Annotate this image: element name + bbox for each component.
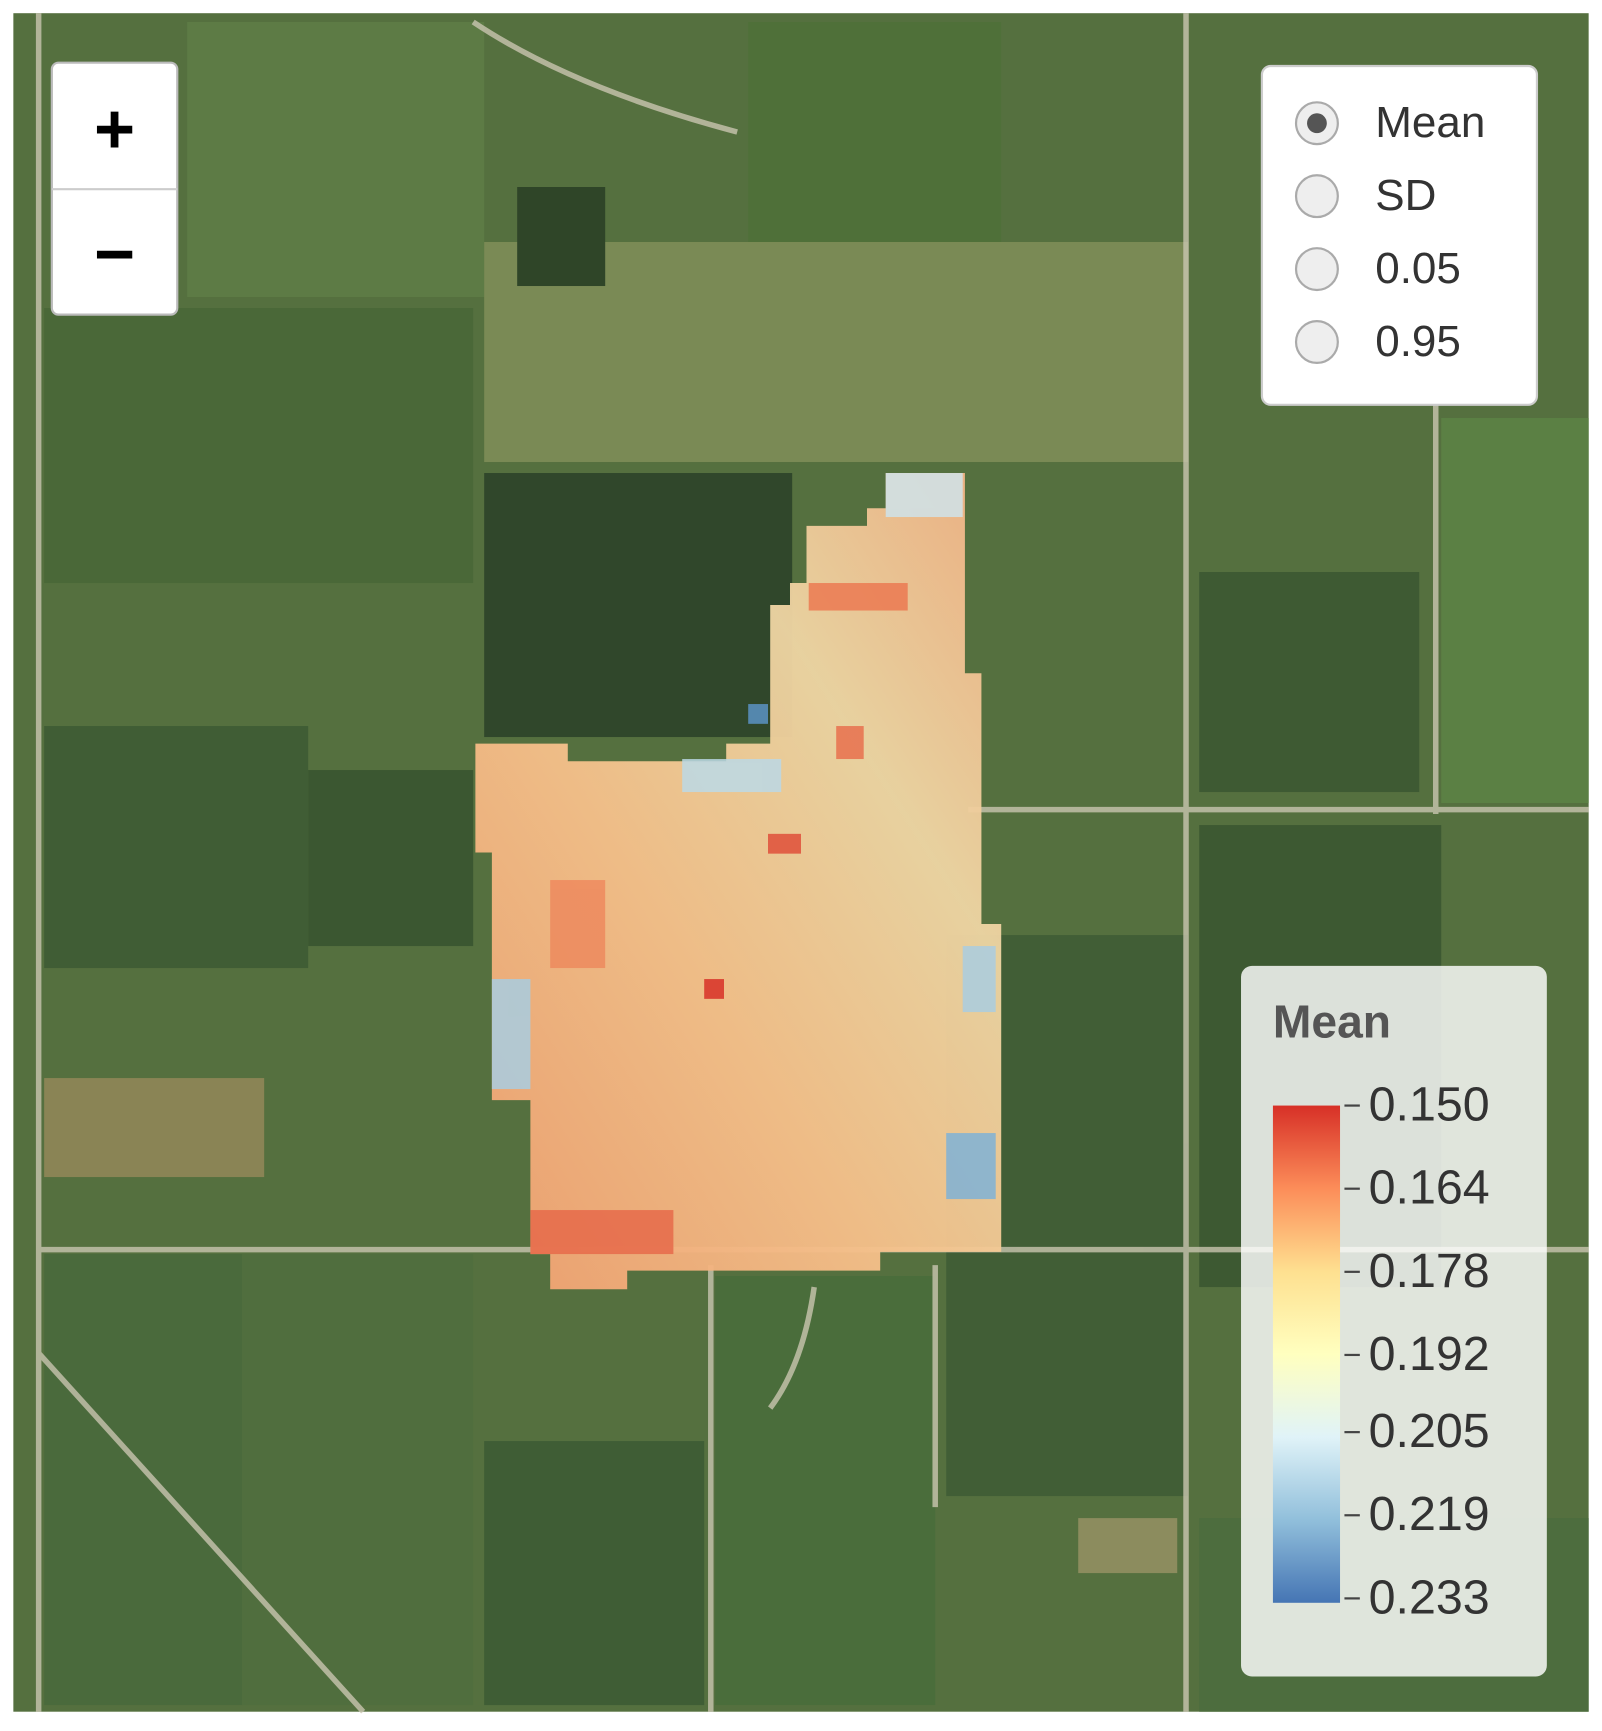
legend-tick-label: 0.164 — [1369, 1161, 1490, 1215]
legend-tick-label: 0.150 — [1369, 1078, 1490, 1132]
layer-radio-dot[interactable] — [1307, 113, 1327, 134]
legend: Mean 0.150 0.164 0.178 0.192 0.205 0.219 0.233 — [1241, 965, 1547, 1677]
zoom-in-button[interactable]: + — [94, 89, 135, 168]
raster-overlay — [475, 473, 1002, 1290]
layer-label[interactable]: Mean — [1375, 98, 1485, 147]
layer-radio[interactable] — [1294, 174, 1339, 219]
layers-control: Mean SD 0.05 0.95 — [1260, 64, 1539, 406]
layer-radio[interactable] — [1294, 320, 1339, 365]
legend-tick-label: 0.219 — [1369, 1487, 1490, 1541]
legend-tick-label: 0.205 — [1369, 1404, 1490, 1458]
legend-tick-label: 0.233 — [1369, 1570, 1490, 1624]
legend-title: Mean — [1273, 995, 1391, 1047]
layer-label[interactable]: 0.95 — [1375, 317, 1461, 366]
legend-tick-label: 0.178 — [1369, 1244, 1490, 1298]
zoom-control: + − — [50, 61, 179, 316]
zoom-out-button[interactable]: − — [94, 214, 135, 293]
layer-radio[interactable] — [1294, 247, 1339, 292]
legend-tick-label: 0.192 — [1369, 1327, 1490, 1381]
layer-label[interactable]: 0.05 — [1375, 244, 1461, 293]
layer-label[interactable]: SD — [1375, 171, 1436, 220]
legend-colorbar — [1272, 1105, 1341, 1603]
